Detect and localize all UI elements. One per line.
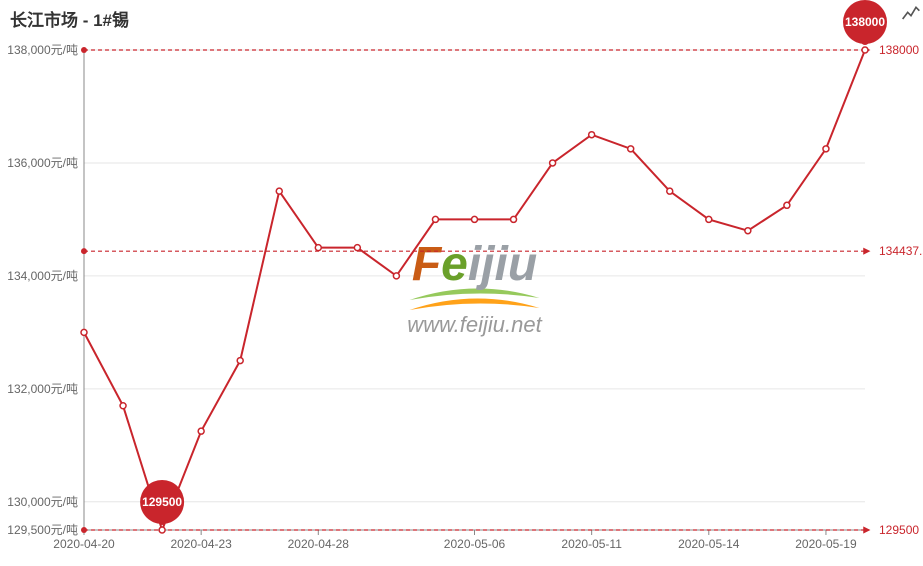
data-point[interactable] [745,228,751,234]
grid: 129,500元/吨 130,000元/吨 132,000元/吨 134,000元/吨… [7,43,865,551]
watermark: Feijiu www.feijiu.net [407,238,542,337]
data-point[interactable] [237,358,243,364]
x-axis-label: 2020-05-11 [561,537,622,551]
y-axis-label: 130,000元/吨 [7,495,78,509]
data-point[interactable] [667,188,673,194]
reference-label: 138000 [879,43,919,57]
data-point[interactable] [589,132,595,138]
data-point[interactable] [862,47,868,53]
data-point[interactable] [550,160,556,166]
x-axis-label: 2020-05-19 [795,537,857,551]
data-point[interactable] [823,146,829,152]
data-point[interactable] [198,428,204,434]
y-axis-label: 134,000元/吨 [7,269,78,283]
data-point[interactable] [706,216,712,222]
x-axis-label: 2020-05-14 [678,537,740,551]
x-axis-label: 2020-04-23 [170,537,232,551]
y-axis-label: 136,000元/吨 [7,156,78,170]
chart-plot: 129,500元/吨 130,000元/吨 132,000元/吨 134,000元/吨… [0,0,923,566]
svg-text:Feijiu: Feijiu [412,238,537,291]
x-axis-label: 2020-05-06 [444,537,506,551]
chart-container: 长江市场 - 1#锡 129,500元/吨130,000元/吨132,000元/… [0,0,923,566]
svg-text:138000: 138000 [845,15,885,29]
data-point[interactable] [472,216,478,222]
y-axis-label: 129,500元/吨 [7,523,78,537]
data-point[interactable] [159,527,165,533]
svg-text:129500: 129500 [142,495,182,509]
data-point[interactable] [276,188,282,194]
y-axis-label: 132,000元/吨 [7,382,78,396]
svg-text:www.feijiu.net: www.feijiu.net [407,312,542,337]
data-point[interactable] [628,146,634,152]
x-axis-label: 2020-04-28 [288,537,350,551]
data-point[interactable] [432,216,438,222]
data-point[interactable] [393,273,399,279]
y-axis-label: 138,000元/吨 [7,43,78,57]
data-point[interactable] [315,245,321,251]
data-point[interactable] [511,216,517,222]
data-point[interactable] [354,245,360,251]
x-axis-label: 2020-04-20 [53,537,115,551]
reference-label: 134437.5 [879,244,923,258]
reference-label: 129500 [879,523,919,537]
data-point[interactable] [784,202,790,208]
data-point[interactable] [120,403,126,409]
data-point[interactable] [81,329,87,335]
